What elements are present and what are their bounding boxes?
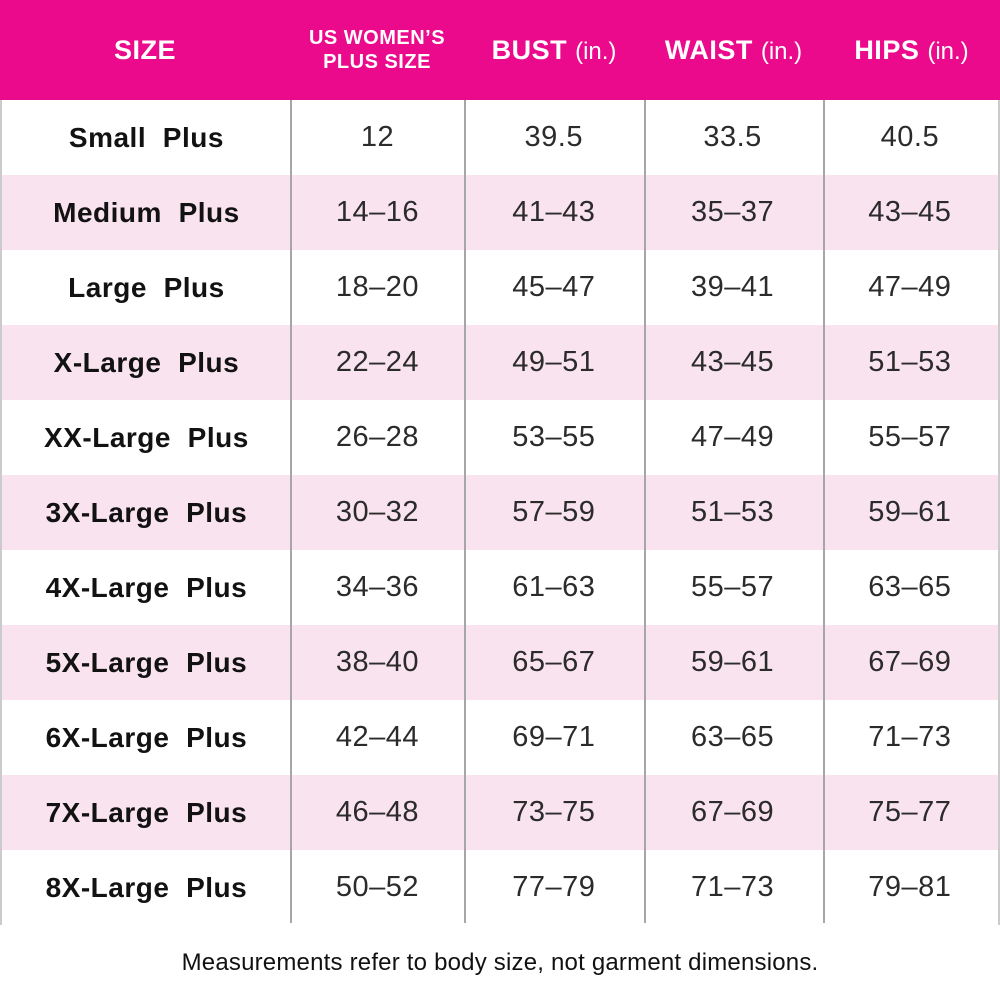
value-cell-hips: 63–65 [868, 571, 952, 603]
column-divider [464, 100, 466, 923]
column-divider [823, 100, 825, 923]
value-cell-bust: 57–59 [512, 496, 596, 528]
value-cell-waist: 39–41 [690, 271, 775, 303]
value-cell-bust: 73–75 [512, 796, 596, 828]
size-cell: XX-Large Plus [44, 421, 249, 453]
value-cell-waist: 33.5 [703, 121, 762, 153]
value-cell-bust: 49–51 [512, 346, 596, 378]
value-cell-us: 18–20 [335, 271, 420, 303]
value-cell-hips: 55–57 [868, 421, 952, 453]
header-cell-waist: WAIST (in.) [644, 0, 823, 100]
value-cell-hips: 47–49 [868, 271, 952, 303]
value-cell-us: 22–24 [335, 346, 420, 378]
header-label: WAIST (in.) [664, 34, 803, 65]
value-cell-bust: 61–63 [512, 571, 596, 603]
table-row: 8X-Large Plus 50–52 77–79 71–73 79–81 [2, 850, 998, 925]
size-cell: Medium Plus [53, 196, 240, 228]
column-divider [644, 100, 646, 923]
value-cell-waist: 43–45 [690, 346, 775, 378]
size-cell: 5X-Large Plus [45, 646, 248, 678]
value-cell-waist: 47–49 [690, 421, 775, 453]
value-cell-bust: 45–47 [512, 271, 596, 303]
table-row: 6X-Large Plus 42–44 69–71 63–65 71–73 [2, 700, 998, 775]
value-cell-bust: 77–79 [512, 871, 596, 903]
value-cell-us: 50–52 [335, 871, 420, 903]
size-cell: Large Plus [68, 271, 225, 303]
header-label: BUST (in.) [491, 34, 617, 65]
size-cell: 8X-Large Plus [45, 871, 248, 903]
value-cell-waist: 51–53 [690, 496, 775, 528]
value-cell-bust: 53–55 [512, 421, 596, 453]
table-row: 3X-Large Plus 30–32 57–59 51–53 59–61 [2, 475, 998, 550]
value-cell-us: 12 [360, 121, 395, 153]
value-cell-us: 34–36 [335, 571, 420, 603]
value-cell-us: 30–32 [335, 496, 420, 528]
value-cell-bust: 41–43 [512, 196, 596, 228]
header-cell-hips: HIPS (in.) [823, 0, 1000, 100]
value-cell-waist: 71–73 [690, 871, 775, 903]
table-row: Small Plus 12 39.5 33.5 40.5 [2, 100, 998, 175]
header-unit: (in.) [760, 37, 803, 65]
value-cell-us: 46–48 [335, 796, 420, 828]
value-cell-us: 26–28 [335, 421, 420, 453]
table-row: XX-Large Plus 26–28 53–55 47–49 55–57 [2, 400, 998, 475]
header-cell-size: SIZE [0, 0, 290, 100]
footnote-text: Measurements refer to body size, not gar… [181, 948, 819, 976]
value-cell-bust: 69–71 [512, 721, 596, 753]
table-row: 7X-Large Plus 46–48 73–75 67–69 75–77 [2, 775, 998, 850]
value-cell-hips: 71–73 [868, 721, 952, 753]
table-row: 5X-Large Plus 38–40 65–67 59–61 67–69 [2, 625, 998, 700]
header-cell-us: US WOMEN’S PLUS SIZE [290, 0, 464, 100]
value-cell-hips: 51–53 [868, 346, 952, 378]
value-cell-us: 42–44 [335, 721, 420, 753]
value-cell-bust: 39.5 [524, 121, 583, 153]
value-cell-us: 38–40 [335, 646, 420, 678]
value-cell-hips: 40.5 [880, 121, 940, 153]
value-cell-hips: 43–45 [868, 196, 952, 228]
size-cell: Small Plus [68, 121, 224, 153]
value-cell-us: 14–16 [335, 196, 420, 228]
size-cell: 6X-Large Plus [45, 721, 248, 753]
table-row: 4X-Large Plus 34–36 61–63 55–57 63–65 [2, 550, 998, 625]
header-cell-bust: BUST (in.) [464, 0, 644, 100]
size-cell: 4X-Large Plus [45, 571, 248, 603]
table-body: Small Plus 12 39.5 33.5 40.5 Medium Plus 14–16… [0, 100, 1000, 925]
header-unit: (in.) [575, 37, 617, 65]
size-cell: X-Large Plus [53, 346, 240, 378]
table-row: Large Plus 18–20 45–47 39–41 47–49 [2, 250, 998, 325]
value-cell-hips: 67–69 [868, 646, 952, 678]
value-cell-waist: 67–69 [690, 796, 775, 828]
size-cell: 3X-Large Plus [45, 496, 248, 528]
header-unit: (in.) [927, 37, 969, 65]
header-label: HIPS (in.) [854, 34, 969, 65]
value-cell-bust: 65–67 [512, 646, 596, 678]
value-cell-hips: 79–81 [868, 871, 952, 903]
table-header-row: SIZE US WOMEN’S PLUS SIZE BUST (in.) WAIST (… [0, 0, 1000, 100]
value-cell-waist: 63–65 [690, 721, 775, 753]
value-cell-hips: 75–77 [868, 796, 952, 828]
header-label: SIZE [113, 34, 176, 65]
value-cell-waist: 35–37 [690, 196, 775, 228]
value-cell-waist: 55–57 [690, 571, 775, 603]
header-label: US WOMEN’S PLUS SIZE [308, 27, 446, 73]
value-cell-waist: 59–61 [690, 646, 775, 678]
value-cell-hips: 59–61 [868, 496, 952, 528]
column-divider [290, 100, 292, 923]
table-row: X-Large Plus 22–24 49–51 43–45 51–53 [2, 325, 998, 400]
table-row: Medium Plus 14–16 41–43 35–37 43–45 [2, 175, 998, 250]
size-cell: 7X-Large Plus [45, 796, 248, 828]
